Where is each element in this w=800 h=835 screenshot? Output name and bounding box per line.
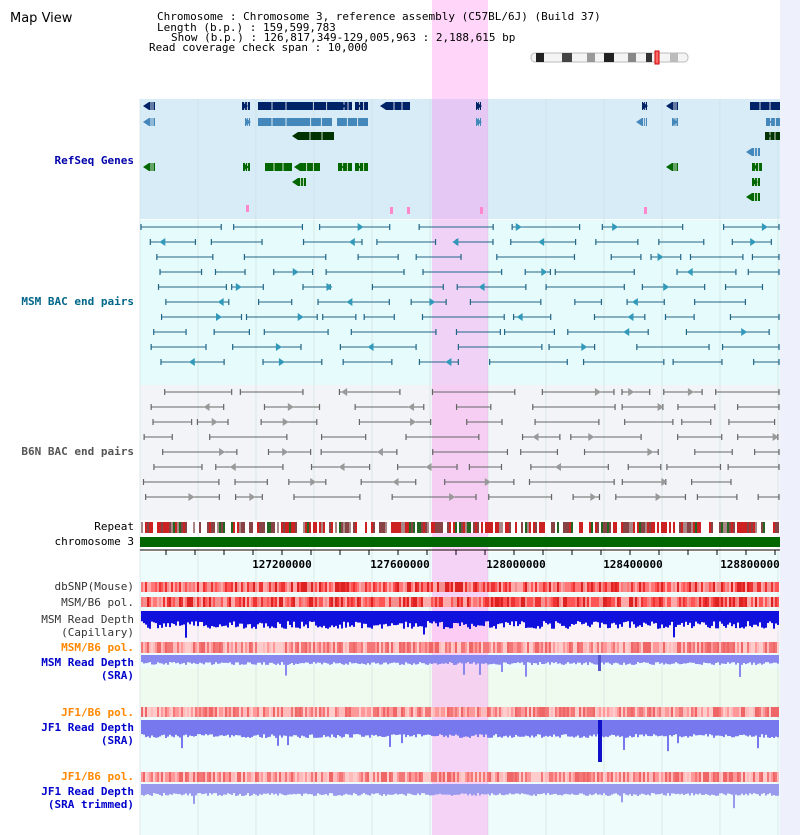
chromosome-bar[interactable] xyxy=(140,537,780,547)
msm-depth-sra[interactable] xyxy=(141,655,779,677)
msm-b6-pol-label: MSM/B6 pol. xyxy=(61,596,134,609)
jf1-depth-trim[interactable] xyxy=(141,784,779,809)
chromosome-label: chromosome 3 xyxy=(55,535,134,548)
msm-depth-sra-label: MSM Read Depth xyxy=(41,656,134,669)
msm-depth-sra-label-2: (SRA) xyxy=(101,669,134,682)
msm-bac-track[interactable] xyxy=(140,223,800,366)
info-show: Show (b.p.) : 126,817,349-129,005,963 : … xyxy=(171,31,515,44)
msm-depth-capillary[interactable] xyxy=(141,611,779,638)
right-edge-strip xyxy=(780,0,800,835)
msm-b6-pol-strip-2[interactable] xyxy=(141,642,779,653)
info-coverage-span: Read coverage check span : 10,000 xyxy=(149,41,368,54)
b6n-bac-label: B6N BAC end pairs xyxy=(21,445,134,458)
jf1-depth-sra[interactable] xyxy=(141,720,779,762)
b6n-bac-track[interactable] xyxy=(142,388,780,501)
msm-b6-pol-label-2: MSM/B6 pol. xyxy=(61,641,134,654)
position-axis: 127200000 127600000 128000000 128400000 … xyxy=(140,549,780,571)
jf1-depth-trim-label: JF1 Read Depth xyxy=(41,785,134,798)
axis-tick-label: 128000000 xyxy=(486,558,546,571)
axis-tick-label: 128800000 xyxy=(720,558,780,571)
info-length: Length (b.p.) : 159,599,783 xyxy=(157,21,336,34)
msm-bac-label: MSM BAC end pairs xyxy=(21,295,134,308)
ideogram-position-marker xyxy=(654,50,660,65)
jf1-depth-sra-label-2: (SRA) xyxy=(101,734,134,747)
axis-tick-label: 127200000 xyxy=(252,558,312,571)
msm-bac-track-bg xyxy=(140,220,780,385)
highlight-region xyxy=(432,0,488,835)
left-label-panel-bg xyxy=(0,0,140,835)
repeat-label: Repeat xyxy=(94,520,134,533)
msm-depth-cap-label-2: (Capillary) xyxy=(61,626,134,639)
dbsnp-label: dbSNP(Mouse) xyxy=(55,580,134,593)
axis-tick-label: 128400000 xyxy=(603,558,663,571)
msm-depth-cap-label: MSM Read Depth xyxy=(41,613,134,626)
refseq-genes-track[interactable] xyxy=(143,102,780,214)
jf1-b6-pol-label-2: JF1/B6 pol. xyxy=(61,770,134,783)
repeat-track[interactable] xyxy=(141,522,779,533)
axis-tick-label: 127600000 xyxy=(370,558,430,571)
refseq-genes-label: RefSeq Genes xyxy=(55,154,134,167)
msm-b6-pol-strip[interactable] xyxy=(141,597,779,607)
jf1-depth-sra-label: JF1 Read Depth xyxy=(41,721,134,734)
jf1-depth-trim-label-2: (SRA trimmed) xyxy=(48,798,134,811)
chromosome-ideogram[interactable] xyxy=(530,50,689,65)
msm-sra-track-bg xyxy=(140,668,780,708)
jf1-b6-pol-label: JF1/B6 pol. xyxy=(61,706,134,719)
page-title: Map View xyxy=(10,11,73,26)
info-chromosome: Chromosome : Chromosome 3, reference ass… xyxy=(157,10,601,23)
jf1-b6-pol-strip-2[interactable] xyxy=(141,772,779,782)
jf1-b6-pol-strip[interactable] xyxy=(141,707,779,717)
dbsnp-strip[interactable] xyxy=(141,582,779,592)
